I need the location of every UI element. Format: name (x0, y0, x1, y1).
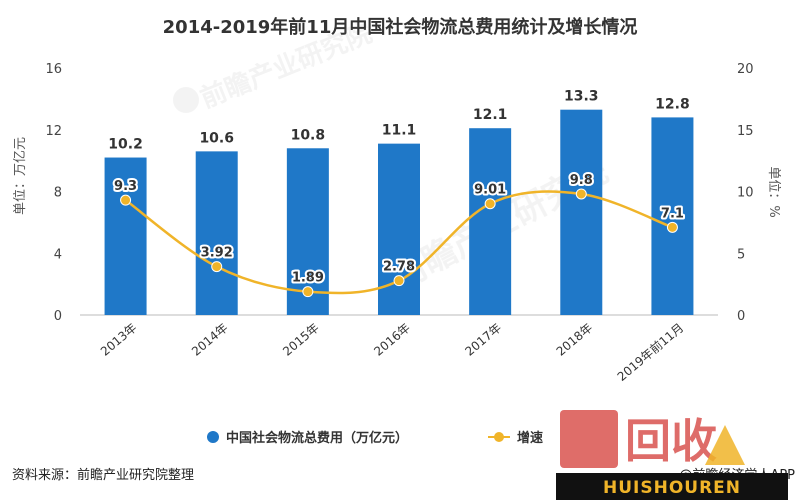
line-point (575, 188, 587, 200)
left-axis-tick-label: 16 (45, 62, 62, 77)
right-axis-tick-label: 10 (737, 186, 754, 201)
bar-value-label: 10.6 (199, 130, 234, 146)
right-axis-tick-label: 0 (737, 309, 745, 324)
left-axis-tick-label: 4 (54, 247, 62, 262)
bar (378, 143, 420, 315)
category-label: 2017年 (462, 321, 504, 359)
logo-banner (556, 473, 788, 500)
bar (104, 157, 147, 315)
right-y-axis: 0 5 10 15 20 (737, 62, 754, 324)
legend-item-line: 增速 (488, 430, 543, 446)
category-label: 2013年 (98, 321, 140, 359)
line-value-label: 9.8 (570, 173, 593, 188)
line-point (211, 261, 223, 273)
source-note: 资料来源：前瞻产业研究院整理 (12, 467, 194, 483)
category-axis: 2013年 2014年 2015年 2016年 2017年 2018年 2019年前11月 (98, 320, 686, 384)
recycle-logo-watermark: HUISHOUREN 回收 (556, 410, 788, 500)
logo-sub-text: HUISHOUREN (603, 478, 741, 498)
legend: 中国社会物流总费用（万亿元） 增速 (207, 430, 543, 446)
legend-bar-label: 中国社会物流总费用（万亿元） (226, 430, 408, 446)
right-axis-tick-label: 20 (737, 62, 754, 77)
left-axis-title: 单位：万亿元 (13, 137, 28, 215)
logo-figure-icon (705, 425, 745, 465)
category-label: 2015年 (280, 321, 322, 359)
bar (560, 109, 603, 316)
bar-series: 10.2 10.6 10.8 11.1 12.1 13.3 12.8 (104, 89, 694, 316)
left-axis-tick-label: 12 (45, 124, 62, 139)
logo-box (560, 410, 618, 468)
bar (195, 151, 238, 315)
bar-value-label: 11.1 (382, 123, 417, 139)
line-value-label: 1.89 (292, 271, 324, 286)
bar-value-label: 13.3 (564, 89, 599, 105)
bar-value-label: 10.2 (108, 137, 143, 153)
left-axis-tick-label: 0 (54, 309, 62, 324)
right-axis-title: 单位：% (766, 166, 781, 217)
line-point (393, 275, 405, 287)
line-point (302, 286, 314, 298)
bar-value-label: 12.8 (655, 96, 690, 112)
left-axis-tick-label: 8 (54, 186, 62, 201)
line-point (666, 221, 678, 233)
line-point (120, 194, 132, 206)
line-value-label: 3.92 (201, 246, 233, 261)
chart-title: 2014-2019年前11月中国社会物流总费用统计及增长情况 (163, 16, 638, 38)
category-label: 2016年 (371, 321, 413, 359)
logo-text: 回收 (625, 414, 717, 468)
bar (469, 128, 512, 315)
legend-item-bar: 中国社会物流总费用（万亿元） (207, 430, 408, 446)
bar-value-label: 12.1 (473, 107, 508, 123)
line-value-label: 9.01 (474, 183, 506, 198)
bar (651, 117, 694, 316)
right-axis-tick-label: 5 (737, 247, 745, 262)
watermark-logo-icon (173, 87, 199, 113)
line-value-label: 9.3 (114, 179, 137, 194)
line-value-label: 2.78 (383, 260, 415, 275)
bar-value-label: 10.8 (291, 127, 326, 143)
line-value-label: 7.1 (661, 206, 684, 221)
legend-bar-swatch (207, 431, 219, 443)
legend-line-marker (494, 432, 504, 442)
category-label: 2018年 (554, 321, 596, 359)
line-point (484, 198, 496, 210)
category-label: 2019年前11月 (614, 320, 686, 384)
line-series: 9.3 3.92 1.89 2.78 9.01 9.8 7.1 (112, 171, 686, 298)
legend-line-label: 增速 (517, 430, 543, 446)
right-axis-tick-label: 15 (737, 124, 754, 139)
category-label: 2014年 (189, 321, 231, 359)
